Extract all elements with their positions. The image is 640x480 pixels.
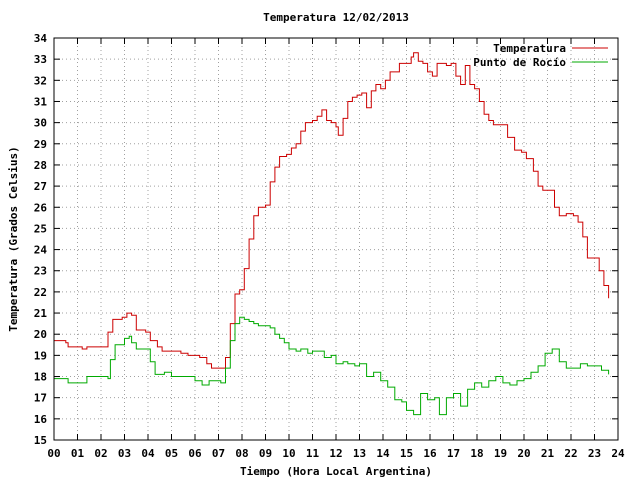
x-tick-label: 12 [329,447,342,460]
x-tick-label: 13 [353,447,366,460]
x-tick-label: 03 [118,447,131,460]
grid-lines [54,38,618,440]
chart-title: Temperatura 12/02/2013 [263,11,409,24]
y-axis-label: Temperatura (Grados Celsius) [7,146,20,331]
x-tick-label: 02 [94,447,107,460]
series-line-1 [54,316,610,416]
y-tick-label: 22 [34,286,47,299]
y-tick-label: 32 [34,74,47,87]
plot-frame [53,37,619,441]
y-tick-label: 16 [34,413,48,426]
y-tick-label: 31 [34,95,48,108]
y-tick-label: 19 [34,349,47,362]
x-tick-label: 05 [165,447,178,460]
y-tick-label: 21 [34,307,48,320]
y-tick-label: 30 [34,117,47,130]
x-tick-label: 04 [141,447,155,460]
x-tick-label: 21 [541,447,555,460]
y-tick-label: 23 [34,265,47,278]
y-tick-label: 20 [34,328,47,341]
y-tick-label: 17 [34,392,47,405]
y-tick-label: 29 [34,138,47,151]
y-tick-label: 18 [34,371,47,384]
x-tick-label: 08 [235,447,248,460]
x-tick-label: 00 [47,447,60,460]
legend-label: Temperatura [493,42,566,55]
y-tick-label: 15 [34,434,47,447]
x-tick-label: 16 [423,447,437,460]
y-tick-label: 34 [34,32,48,45]
legend-label: Punto de Rocío [473,56,566,69]
x-tick-label: 07 [212,447,225,460]
x-tick-label: 24 [611,447,625,460]
series-line-0 [54,52,610,369]
x-tick-label: 20 [517,447,530,460]
x-tick-label: 19 [494,447,507,460]
y-tick-label: 25 [34,222,47,235]
x-tick-label: 17 [447,447,460,460]
x-tick-label: 15 [400,447,413,460]
x-tick-label: 06 [188,447,202,460]
series-lines [54,52,610,416]
x-tick-label: 18 [470,447,483,460]
x-tick-label: 09 [259,447,272,460]
x-axis-label: Tiempo (Hora Local Argentina) [240,465,432,478]
x-tick-label: 01 [71,447,85,460]
y-tick-label: 28 [34,159,47,172]
x-tick-label: 23 [588,447,601,460]
y-tick-label: 27 [34,180,47,193]
x-tick-label: 11 [306,447,320,460]
x-tick-label: 14 [376,447,390,460]
x-tick-label: 10 [282,447,295,460]
x-tick-label: 22 [564,447,577,460]
axis-ticks: 15 16 17 18 19 20 21 22 23 24 25 26 27 28 29 30 31 32 33 34… [34,32,625,460]
y-tick-label: 26 [34,201,48,214]
y-tick-label: 33 [34,53,47,66]
y-tick-label: 24 [34,244,48,257]
